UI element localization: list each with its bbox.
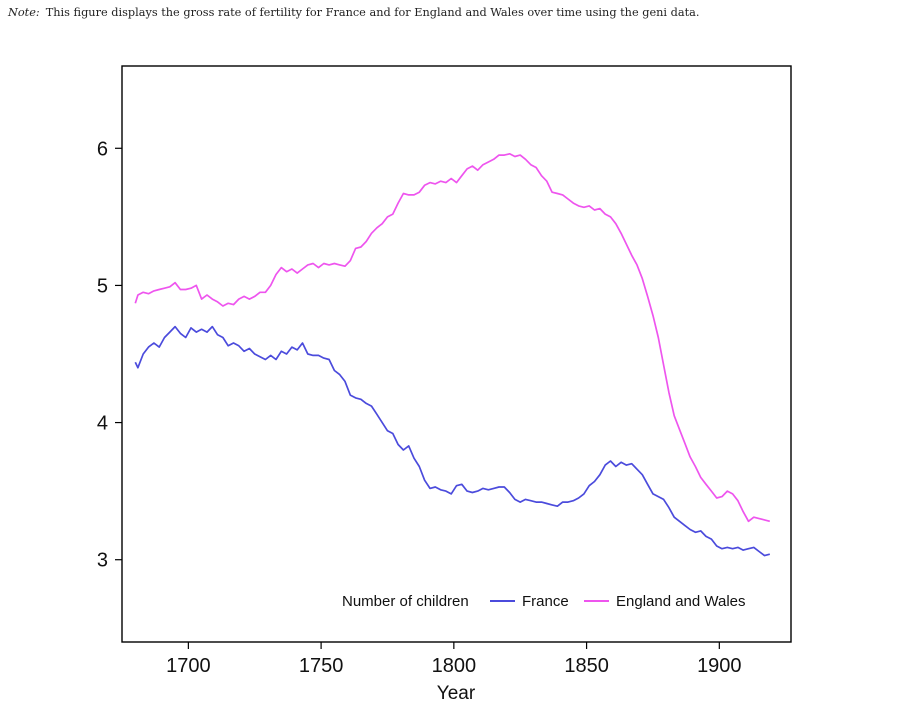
y-axis: 3 4 5 6 <box>97 138 122 572</box>
y-tick-label: 3 <box>97 550 108 572</box>
series-line-england-wales <box>134 152 771 523</box>
series-line-france <box>134 325 771 557</box>
x-tick-label: 1750 <box>299 655 344 677</box>
y-tick-label: 5 <box>97 275 108 297</box>
x-axis: 1700 1750 1800 1850 1900 <box>166 642 742 677</box>
note-text: This figure displays the gross rate of f… <box>45 6 700 19</box>
plot-frame <box>121 65 792 643</box>
note-lead: Note: <box>8 6 40 19</box>
x-tick-label: 1800 <box>432 655 477 677</box>
x-axis-title: Year <box>437 683 476 704</box>
x-tick-label: 1850 <box>564 655 609 677</box>
x-tick-label: 1900 <box>697 655 742 677</box>
figure-note: Note: This figure displays the gross rate… <box>8 6 898 19</box>
legend-label-france: France <box>522 593 569 610</box>
x-tick-label: 1700 <box>166 655 211 677</box>
y-tick-label: 4 <box>97 413 108 435</box>
legend: Number of children France England and Wa… <box>342 593 746 610</box>
series-lines <box>134 152 771 557</box>
legend-title: Number of children <box>342 593 469 610</box>
y-tick-label: 6 <box>97 138 108 160</box>
legend-label-england-wales: England and Wales <box>616 593 746 610</box>
